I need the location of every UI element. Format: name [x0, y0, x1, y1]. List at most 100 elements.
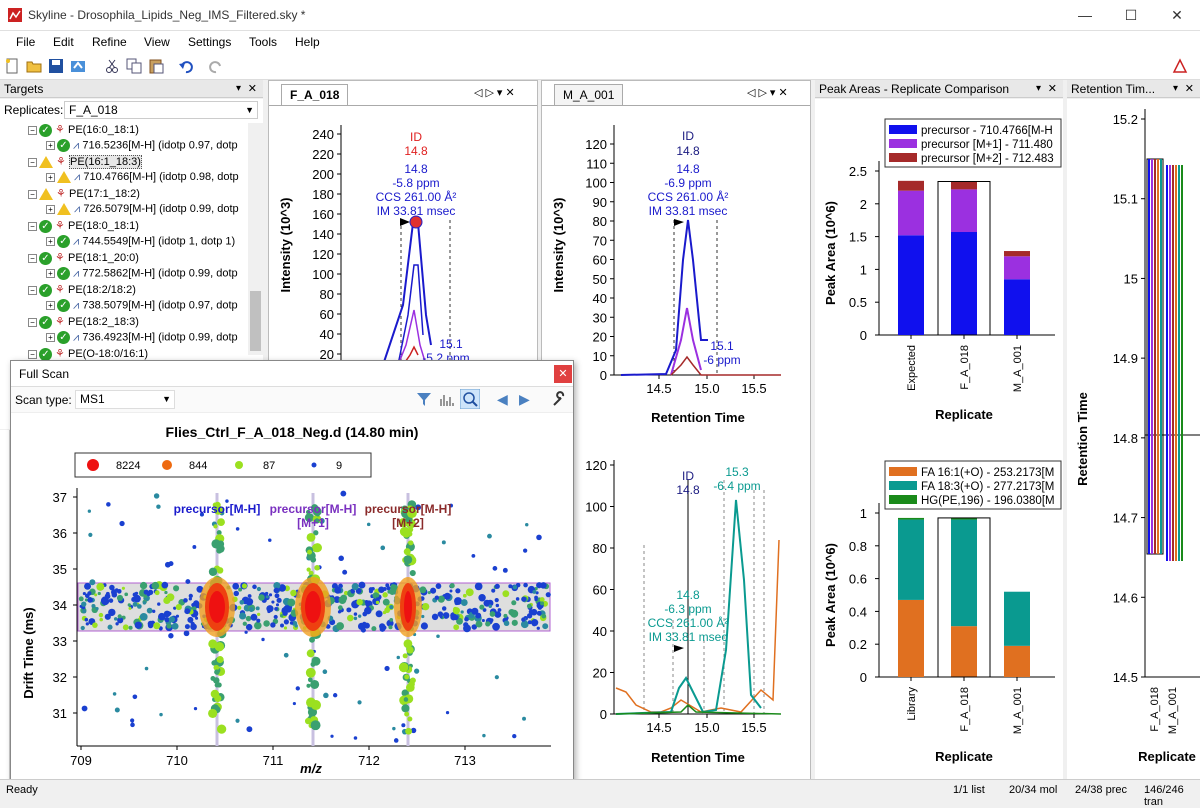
bar-segment[interactable] [951, 519, 977, 627]
bar-segment[interactable] [898, 235, 924, 335]
expand-toggle-icon[interactable]: + [46, 204, 55, 214]
undo-icon[interactable] [178, 58, 194, 74]
redo-icon[interactable] [208, 58, 224, 74]
expand-toggle-icon[interactable]: − [28, 157, 37, 167]
bar-segment[interactable] [1004, 591, 1030, 646]
targets-header: Targets ▾ ✕ [0, 80, 263, 98]
menu-view[interactable]: View [144, 35, 170, 49]
minimize-button[interactable]: — [1078, 7, 1092, 23]
tree-item[interactable]: + ⩘ 710.4766[M-H] (idotp 0.98, dotp [0, 171, 239, 187]
bar-segment[interactable] [898, 180, 924, 191]
close-button[interactable]: ✕ [1171, 7, 1183, 23]
warning-icon [57, 171, 71, 184]
status-bar: Ready 1/1 list 20/34 mol 24/38 prec 146/… [0, 779, 1200, 808]
paste-icon[interactable] [148, 58, 164, 74]
pane-close-icon-2[interactable]: ✕ [1047, 83, 1057, 95]
chrom3-id-rt: 14.8 [676, 483, 700, 497]
menu-file[interactable]: File [16, 35, 36, 49]
bar-segment[interactable] [1004, 251, 1030, 257]
expand-toggle-icon[interactable]: − [28, 189, 37, 199]
tree-item[interactable]: − ⚘ PE(17:1_18:2) [0, 187, 140, 203]
pane-nav-icons-2[interactable]: ◁▷▾✕ [747, 87, 791, 99]
expand-toggle-icon[interactable]: + [46, 172, 55, 182]
pane-close-icon-3[interactable]: ✕ [1184, 83, 1194, 95]
tree-item[interactable]: − ✓ ⚘ PE(18:1_20:0) [0, 251, 139, 267]
expand-toggle-icon[interactable]: − [28, 253, 37, 263]
bar-segment[interactable] [951, 189, 977, 233]
bar-segment[interactable] [898, 599, 924, 677]
expand-toggle-icon[interactable]: + [46, 333, 55, 342]
bar-segment[interactable] [1004, 256, 1030, 280]
expand-toggle-icon[interactable]: − [28, 221, 37, 231]
tree-item-label: PE(16:1_18:3) [68, 155, 142, 169]
new-file-icon[interactable] [4, 58, 20, 74]
menu-refine[interactable]: Refine [92, 35, 127, 49]
x-tick-label: 15.5 [741, 381, 766, 396]
tree-item[interactable]: + ✓ ⩘ 716.5236[M-H] (idotp 0.97, dotp [0, 139, 238, 155]
tree-item[interactable]: + ✓ ⩘ 744.5549[M-H] (idotp 1, dotp 1) [0, 235, 235, 251]
bar-segment[interactable] [1004, 279, 1030, 335]
save-icon[interactable] [48, 58, 64, 74]
expand-toggle-icon[interactable]: + [46, 269, 55, 278]
tree-item-label: PE(18:2_18:3) [67, 316, 139, 328]
category-label: Expected [906, 345, 918, 391]
tab-f-a-018[interactable]: F_A_018 [281, 84, 349, 105]
tree-item[interactable]: + ✓ ⩘ 736.4923[M-H] (idotp 0.99, dotp [0, 331, 238, 347]
precursor-icon: ⩘ [70, 331, 83, 344]
pane-close-icon[interactable]: ✕ [247, 83, 257, 95]
tree-item[interactable]: − ✓ ⚘ PE(16:0_18:1) [0, 123, 139, 139]
expand-toggle-icon[interactable]: + [46, 237, 55, 246]
previous-scan-icon[interactable]: ◀ [497, 391, 508, 407]
menu-help[interactable]: Help [295, 35, 320, 49]
tab-m-a-001[interactable]: M_A_001 [554, 84, 624, 105]
pane-menu-icon-3[interactable]: ▾ [1172, 83, 1178, 94]
filter-icon[interactable] [416, 391, 432, 407]
pane-menu-icon[interactable]: ▾ [235, 83, 241, 94]
tree-item[interactable]: + ✓ ⩘ 772.5862[M-H] (idotp 0.99, dotp [0, 267, 238, 283]
expand-toggle-icon[interactable]: − [28, 317, 37, 327]
open-folder-icon[interactable] [26, 58, 42, 74]
bar-segment[interactable] [951, 626, 977, 677]
tree-item[interactable]: − ✓ ⚘ PE(O-18:0/16:1) [0, 347, 148, 363]
expand-toggle-icon[interactable]: − [28, 125, 37, 135]
bar-segment[interactable] [951, 181, 977, 190]
tree-item[interactable]: − ✓ ⚘ PE(18:2_18:3) [0, 315, 139, 331]
menu-edit[interactable]: Edit [53, 35, 74, 49]
zoom-icon[interactable] [460, 389, 480, 409]
menu-settings[interactable]: Settings [188, 35, 232, 49]
tree-item[interactable]: + ✓ ⩘ 738.5079[M-H] (idotp 0.97, dotp [0, 299, 238, 315]
next-scan-icon[interactable]: ▶ [519, 391, 530, 407]
tree-item-label: 726.5079[M-H] (idotp 0.99, dotp [83, 203, 239, 215]
bar-segment[interactable] [898, 517, 924, 520]
pane-nav-icons[interactable]: ◁▷▾✕ [474, 87, 518, 99]
expand-toggle-icon[interactable]: + [46, 301, 55, 310]
precursor-icon: ⩘ [71, 171, 84, 183]
bar-segment[interactable] [898, 190, 924, 236]
full-scan-close-button[interactable]: ✕ [554, 365, 572, 383]
menu-tools[interactable]: Tools [249, 35, 278, 49]
maximize-button[interactable]: ☐ [1124, 7, 1138, 23]
expand-toggle-icon[interactable]: − [28, 285, 37, 295]
spectrum-icon[interactable] [439, 391, 455, 407]
tree-item[interactable]: + ⩘ 726.5079[M-H] (idotp 0.99, dotp [0, 203, 239, 219]
replicates-dropdown[interactable]: F_A_018 ▼ [64, 101, 258, 119]
bar-segment[interactable] [951, 232, 977, 335]
expand-toggle-icon[interactable]: − [28, 349, 37, 359]
settings-wrench-icon[interactable] [551, 391, 567, 407]
bar-segment[interactable] [898, 519, 924, 600]
expand-toggle-icon[interactable]: + [46, 141, 55, 150]
scan-type-label: Scan type: [15, 393, 72, 407]
legend-9: 9 [336, 460, 342, 472]
bar-segment[interactable] [951, 517, 977, 520]
publish-icon[interactable] [70, 58, 86, 74]
integrate-icon[interactable] [1172, 58, 1188, 74]
pane-menu-icon-2[interactable]: ▾ [1035, 83, 1041, 94]
cut-icon[interactable] [104, 58, 120, 74]
tree-item[interactable]: − ✓ ⚘ PE(18:2/18:2) [0, 283, 136, 299]
copy-icon[interactable] [126, 58, 142, 74]
tree-item[interactable]: − ⚘ PE(16:1_18:3) [0, 155, 142, 171]
targets-scrollbar[interactable] [248, 123, 263, 355]
scan-type-dropdown[interactable]: MS1 ▼ [75, 390, 175, 409]
bar-segment[interactable] [1004, 645, 1030, 677]
tree-item[interactable]: − ✓ ⚘ PE(18:0_18:1) [0, 219, 139, 235]
